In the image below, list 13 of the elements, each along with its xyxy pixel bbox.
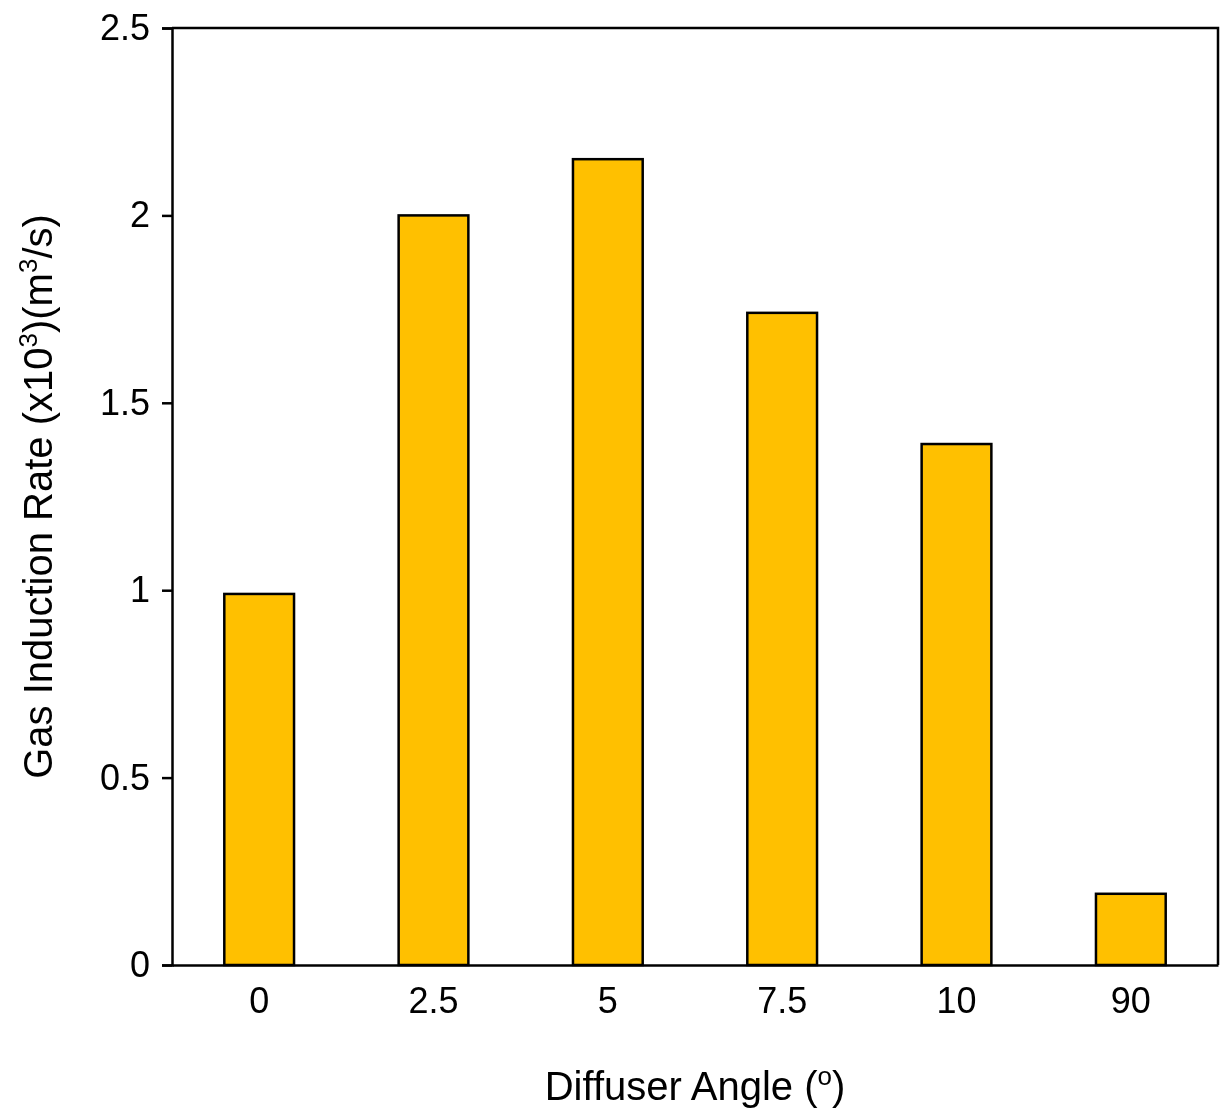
x-axis-title: Diffuser Angle ($^{o}$)	[544, 1061, 846, 1108]
y-tick-label: 0	[129, 944, 150, 986]
y-tick-label: 0.5	[99, 756, 150, 798]
x-tick-label: 2.5	[408, 979, 459, 1021]
x-tick-label: 90	[1110, 979, 1151, 1021]
x-tick-label: 10	[936, 979, 977, 1021]
y-tick-label: 2.5	[99, 7, 150, 49]
x-tick-label: 7.5	[757, 979, 808, 1021]
x-tick-label: 0	[249, 979, 270, 1021]
y-tick-label: 1.5	[99, 381, 150, 423]
y-tick-label: 2	[129, 194, 150, 236]
x-tick-label: 5	[597, 979, 618, 1021]
y-tick-label: 1	[129, 569, 150, 611]
